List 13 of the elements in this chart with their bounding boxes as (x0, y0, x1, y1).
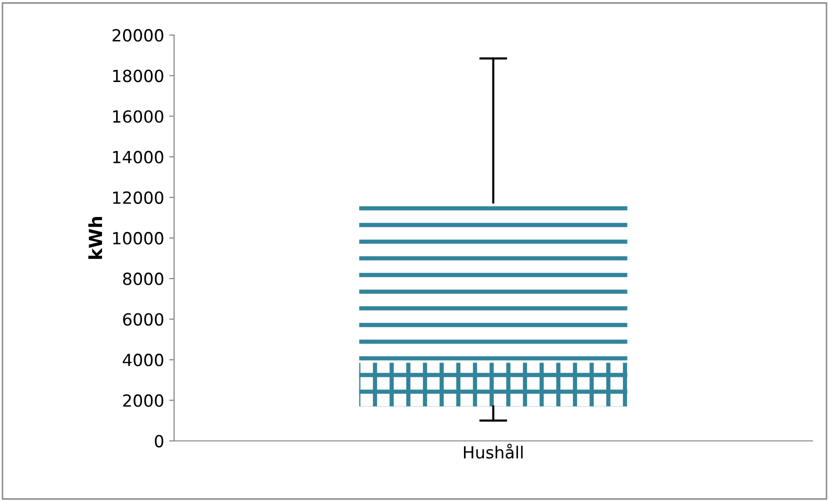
y-tick-label: 2000 (123, 394, 164, 407)
y-tick-label: 20000 (112, 29, 164, 42)
y-tick-label: 10000 (113, 232, 164, 245)
y-tick-label: 16000 (113, 110, 164, 123)
y-tick-label: 6000 (123, 313, 164, 326)
y-tick-label: 18000 (113, 70, 164, 82)
y-tick-label: 14000 (113, 150, 164, 164)
y-tick-label: 12000 (113, 191, 164, 204)
y-axis-title: kWh (88, 216, 102, 259)
y-tick-label: 8000 (123, 272, 164, 286)
y-tick-label: 0 (154, 434, 164, 448)
y-tick-label: 4000 (122, 354, 164, 366)
x-tick-label: Hushåll (464, 444, 523, 459)
